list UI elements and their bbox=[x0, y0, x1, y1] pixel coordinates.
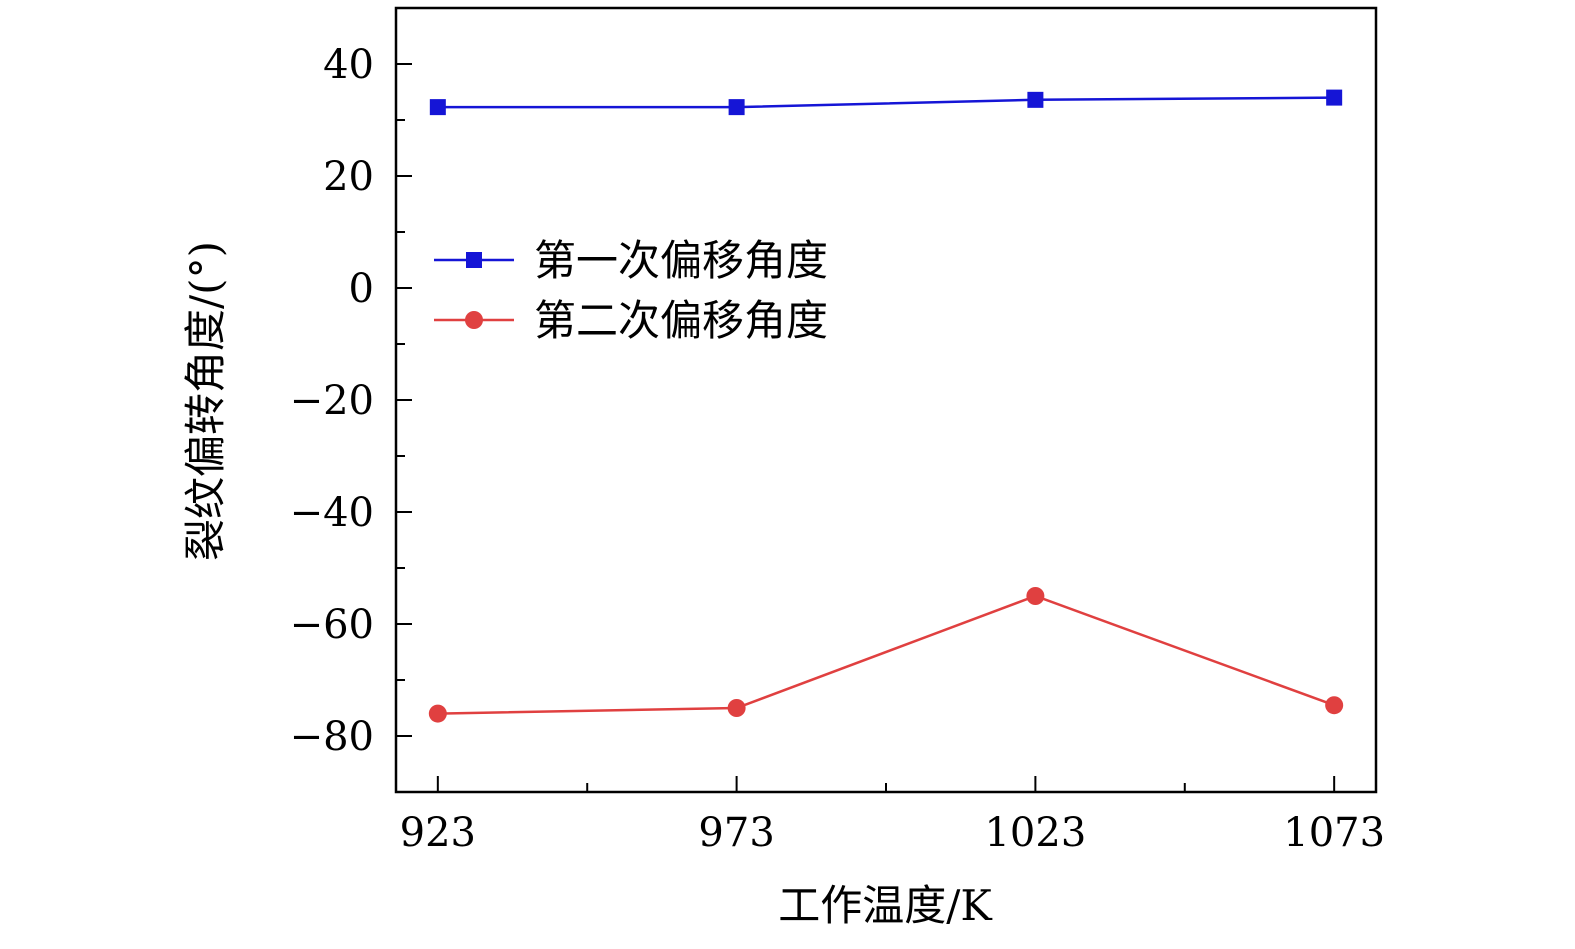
x-tick-label: 1023 bbox=[984, 810, 1086, 856]
data-point-circle bbox=[1325, 696, 1344, 715]
series-layer bbox=[428, 89, 1344, 723]
y-axis-title: 裂纹偏转角度/(°) bbox=[181, 241, 230, 561]
legend-marker-circle bbox=[465, 311, 483, 329]
x-tick-label: 1073 bbox=[1283, 810, 1385, 856]
series-line-2 bbox=[437, 594, 1335, 715]
data-point-circle bbox=[1026, 587, 1045, 605]
plot-frame bbox=[394, 6, 1378, 794]
data-point-square bbox=[1326, 89, 1343, 106]
y-tick-label: −40 bbox=[290, 490, 374, 536]
legend-marker-square bbox=[466, 252, 482, 268]
data-point-circle bbox=[727, 699, 746, 717]
axes: 40 20 0 −20 −40 −60 −80 923 973 1023 1073 bbox=[290, 7, 1385, 856]
data-point-square bbox=[429, 99, 446, 116]
legend-label-1: 第一次偏移角度 bbox=[534, 236, 828, 285]
series-line-1 bbox=[437, 96, 1335, 109]
data-point-circle bbox=[428, 704, 447, 723]
y-tick-label: 0 bbox=[349, 266, 374, 312]
y-tick-label: −20 bbox=[290, 378, 374, 424]
x-tick-label: 923 bbox=[400, 810, 476, 856]
y-tick-label: −80 bbox=[290, 714, 374, 760]
legend-label-2: 第二次偏移角度 bbox=[534, 296, 828, 345]
x-axis-title: 工作温度/K bbox=[778, 881, 993, 930]
y-tick-label: 20 bbox=[323, 154, 374, 200]
data-point-square bbox=[1027, 91, 1044, 108]
x-tick-label: 973 bbox=[698, 810, 774, 856]
y-tick-label: −60 bbox=[290, 602, 374, 648]
y-tick-label: 40 bbox=[323, 42, 374, 88]
data-point-square bbox=[728, 99, 745, 116]
plot-area bbox=[394, 6, 1378, 794]
